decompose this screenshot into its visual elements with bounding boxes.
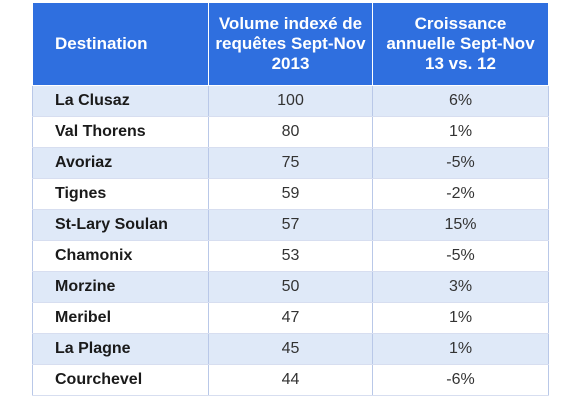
cell-destination: Chamonix (32, 240, 209, 272)
cell-volume: 59 (208, 178, 373, 210)
header-volume: Volume indexé de requêtes Sept-Nov 2013 (208, 2, 373, 86)
cell-destination: Courchevel (32, 364, 209, 396)
cell-volume: 57 (208, 209, 373, 241)
destinations-table-container: Destination Volume indexé de requêtes Se… (32, 2, 549, 396)
cell-growth: 1% (372, 333, 549, 365)
cell-destination: Morzine (32, 271, 209, 303)
cell-volume: 100 (208, 85, 373, 117)
cell-growth: 3% (372, 271, 549, 303)
cell-destination: Val Thorens (32, 116, 209, 148)
table-row: La Plagne 45 1% (32, 333, 549, 365)
cell-growth: 6% (372, 85, 549, 117)
cell-volume: 53 (208, 240, 373, 272)
cell-volume: 47 (208, 302, 373, 334)
cell-destination: St-Lary Soulan (32, 209, 209, 241)
table-row: Val Thorens 80 1% (32, 116, 549, 148)
table-row: Courchevel 44 -6% (32, 364, 549, 396)
table-row: Morzine 50 3% (32, 271, 549, 303)
cell-destination: Avoriaz (32, 147, 209, 179)
cell-volume: 75 (208, 147, 373, 179)
cell-destination: Tignes (32, 178, 209, 210)
cell-destination: La Plagne (32, 333, 209, 365)
table-header: Destination Volume indexé de requêtes Se… (32, 2, 549, 86)
cell-growth: -6% (372, 364, 549, 396)
cell-growth: -5% (372, 147, 549, 179)
cell-growth: 1% (372, 116, 549, 148)
table-row: Avoriaz 75 -5% (32, 147, 549, 179)
cell-volume: 45 (208, 333, 373, 365)
cell-volume: 80 (208, 116, 373, 148)
cell-growth: -5% (372, 240, 549, 272)
cell-growth: 15% (372, 209, 549, 241)
header-row: Destination Volume indexé de requêtes Se… (32, 2, 549, 86)
table-row: Meribel 47 1% (32, 302, 549, 334)
cell-destination: La Clusaz (32, 85, 209, 117)
table-row: La Clusaz 100 6% (32, 85, 549, 117)
cell-destination: Meribel (32, 302, 209, 334)
table-row: Chamonix 53 -5% (32, 240, 549, 272)
cell-growth: -2% (372, 178, 549, 210)
header-growth: Croissance annuelle Sept-Nov 13 vs. 12 (372, 2, 549, 86)
header-destination: Destination (32, 2, 209, 86)
cell-growth: 1% (372, 302, 549, 334)
table-row: St-Lary Soulan 57 15% (32, 209, 549, 241)
cell-volume: 50 (208, 271, 373, 303)
cell-volume: 44 (208, 364, 373, 396)
destinations-table: Destination Volume indexé de requêtes Se… (32, 2, 549, 396)
table-row: Tignes 59 -2% (32, 178, 549, 210)
table-body: La Clusaz 100 6% Val Thorens 80 1% Avori… (32, 85, 549, 396)
